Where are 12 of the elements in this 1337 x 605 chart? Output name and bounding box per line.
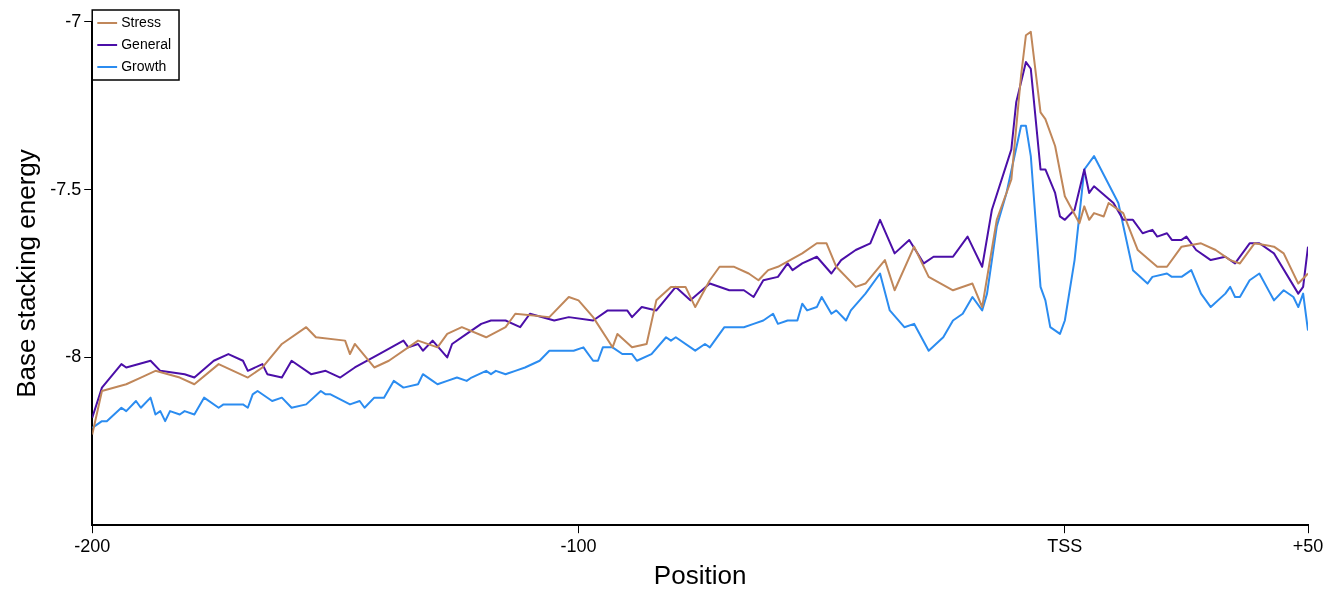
legend-label: General bbox=[121, 35, 172, 52]
x-tick-label: -100 bbox=[560, 535, 597, 556]
x-axis-title: Position bbox=[653, 559, 747, 590]
legend-label: Growth bbox=[121, 57, 167, 74]
x-tick-label: +50 bbox=[1292, 535, 1324, 556]
y-axis-title: Base stacking energy bbox=[10, 149, 41, 398]
y-tick-label: -7 bbox=[65, 10, 82, 31]
y-tick-label: -7.5 bbox=[50, 178, 82, 199]
x-tick-label: -200 bbox=[74, 535, 111, 556]
y-tick-label: -8 bbox=[65, 346, 82, 367]
x-tick-label: TSS bbox=[1047, 535, 1083, 556]
legend-label: Stress bbox=[121, 13, 161, 30]
